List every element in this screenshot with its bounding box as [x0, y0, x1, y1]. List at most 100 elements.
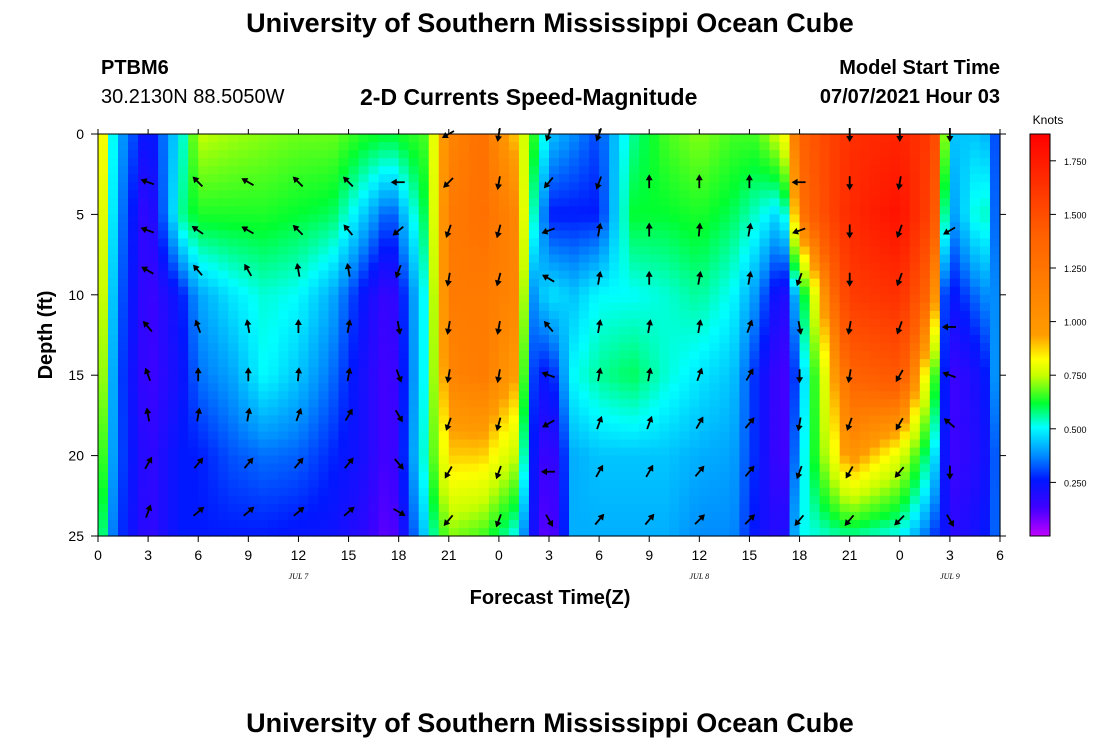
heat-cell: [669, 230, 680, 240]
heat-cell: [498, 519, 510, 529]
heat-cell: [839, 182, 851, 191]
heat-cell: [859, 182, 871, 191]
heat-cell: [358, 174, 370, 183]
vector-head: [942, 228, 950, 235]
heat-cell: [959, 431, 971, 441]
heat-cell: [388, 463, 400, 473]
heat-cell: [508, 447, 520, 457]
heat-cell: [689, 431, 700, 441]
heat-cell: [468, 246, 480, 256]
heat-cell: [549, 487, 560, 497]
heat-cell: [909, 174, 921, 183]
heat-cell: [689, 383, 700, 392]
heat-cell: [228, 487, 239, 497]
heat-cell: [629, 431, 640, 441]
heat-cell: [288, 383, 300, 392]
heat-cell: [849, 142, 861, 151]
heat-cell: [228, 519, 239, 529]
heat-cell: [238, 326, 249, 336]
heat-cell: [118, 335, 129, 344]
heat-cell: [979, 286, 991, 296]
heat-cell: [959, 455, 971, 465]
heat-cell: [208, 294, 219, 304]
heat-cell: [649, 166, 660, 175]
heat-cell: [508, 359, 520, 368]
heat-cell: [849, 262, 861, 272]
heat-cell: [959, 519, 971, 529]
heat-cell: [118, 302, 129, 312]
heat-cell: [398, 511, 410, 521]
heat-cell: [318, 431, 330, 441]
heat-cell: [649, 158, 660, 167]
heat-cell: [629, 335, 640, 344]
heat-cell: [158, 359, 169, 368]
heat-cell: [188, 487, 199, 497]
heat-cell: [418, 166, 430, 175]
heat-cell: [488, 343, 500, 352]
heat-cell: [158, 246, 169, 256]
heat-cell: [559, 359, 570, 368]
heat-cell: [959, 407, 971, 416]
heat-cell: [468, 278, 480, 288]
heat-cell: [398, 150, 410, 159]
date-label: JUL 9: [940, 572, 960, 581]
heat-cell: [378, 150, 390, 159]
heat-cell: [178, 150, 189, 159]
heat-cell: [679, 511, 690, 521]
heat-cell: [899, 503, 911, 513]
heat-cell: [719, 527, 730, 537]
heat-cell: [549, 174, 560, 183]
heat-cell: [759, 471, 771, 481]
heat-cell: [348, 142, 360, 151]
heat-cell: [939, 463, 951, 473]
heat-cell: [769, 270, 781, 280]
heat-cell: [719, 471, 730, 481]
heat-cell: [639, 335, 650, 344]
heat-cell: [468, 351, 480, 360]
heat-cell: [178, 391, 189, 400]
heat-cell: [669, 423, 680, 433]
heat-cell: [599, 471, 610, 481]
vector-arrow: [245, 407, 253, 422]
vector-head: [445, 328, 452, 335]
heat-cell: [669, 286, 680, 296]
vector-arrow: [394, 409, 403, 423]
heat-cell: [829, 407, 841, 416]
heat-cell: [839, 326, 851, 336]
heat-cell: [619, 198, 630, 207]
heat-cell: [188, 326, 199, 336]
heat-cell: [498, 383, 510, 392]
heat-cell: [508, 519, 520, 529]
heat-cell: [979, 463, 991, 473]
heat-cell: [699, 182, 710, 191]
heat-cell: [779, 190, 791, 199]
vector-arrow: [792, 227, 806, 235]
heat-cell: [358, 182, 370, 191]
heat-cell: [739, 142, 751, 151]
heat-cell: [408, 359, 420, 368]
heat-cell: [749, 190, 761, 199]
heat-cell: [368, 214, 380, 224]
heat-cell: [869, 142, 881, 151]
heat-cell: [809, 310, 821, 320]
heat-cell: [989, 455, 1001, 465]
heat-cell: [749, 383, 761, 392]
heat-cell: [659, 142, 670, 151]
heat-cell: [829, 527, 841, 537]
heat-cell: [518, 423, 530, 433]
heat-cell: [218, 479, 229, 489]
heat-cell: [108, 463, 119, 473]
heat-cell: [508, 439, 520, 449]
heat-cell: [639, 174, 650, 183]
heat-cell: [508, 182, 520, 191]
heat-cell: [418, 294, 430, 304]
vector-head: [595, 182, 602, 190]
heat-cell: [178, 375, 189, 384]
heat-cell: [228, 174, 239, 183]
heat-cell: [719, 222, 730, 232]
heat-cell: [659, 326, 670, 336]
heat-cell: [278, 286, 290, 296]
heat-cell: [699, 174, 710, 183]
heat-cell: [258, 294, 269, 304]
heat-cell: [518, 182, 530, 191]
